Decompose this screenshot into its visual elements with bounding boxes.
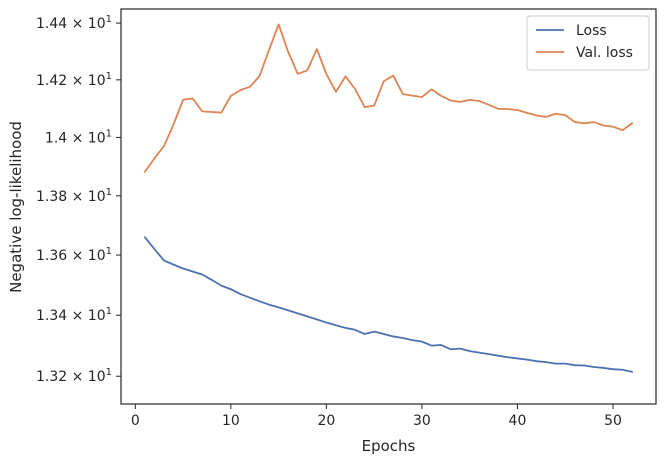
- legend: Loss Val. loss: [526, 15, 650, 71]
- x-tick-label: 10: [222, 413, 240, 429]
- x-tick-label: 50: [604, 413, 622, 429]
- y-axis: 1.32 × 101 1.34 × 101 1.36 × 101 1.38 × 101…: [36, 14, 121, 385]
- x-axis-label: Epochs: [362, 437, 416, 455]
- y-tick-label: 1.38 × 101: [36, 187, 112, 205]
- plot-lines: [143, 23, 634, 373]
- legend-label-loss: Loss: [576, 23, 607, 39]
- legend-label-val-loss: Val. loss: [576, 45, 633, 61]
- y-axis-label: Negative log-likelihood: [7, 121, 25, 293]
- x-tick-label: 30: [413, 413, 431, 429]
- y-tick-label: 1.36 × 101: [36, 246, 112, 264]
- plot-frame: [120, 8, 657, 405]
- y-tick-label: 1.34 × 101: [36, 306, 112, 324]
- y-tick-label: 1.42 × 101: [36, 71, 112, 89]
- y-tick-label: 1.32 × 101: [36, 367, 112, 385]
- y-tick-label: 1.44 × 101: [36, 14, 112, 32]
- x-axis: 0 10 20 30 40 50: [131, 404, 622, 429]
- y-tick-label: 1.4 × 101: [45, 128, 112, 146]
- x-tick-label: 20: [317, 413, 335, 429]
- series-line-val-loss: [143, 23, 634, 173]
- x-tick-label: 0: [131, 413, 140, 429]
- x-tick-label: 40: [509, 413, 527, 429]
- series-line-loss: [143, 236, 634, 373]
